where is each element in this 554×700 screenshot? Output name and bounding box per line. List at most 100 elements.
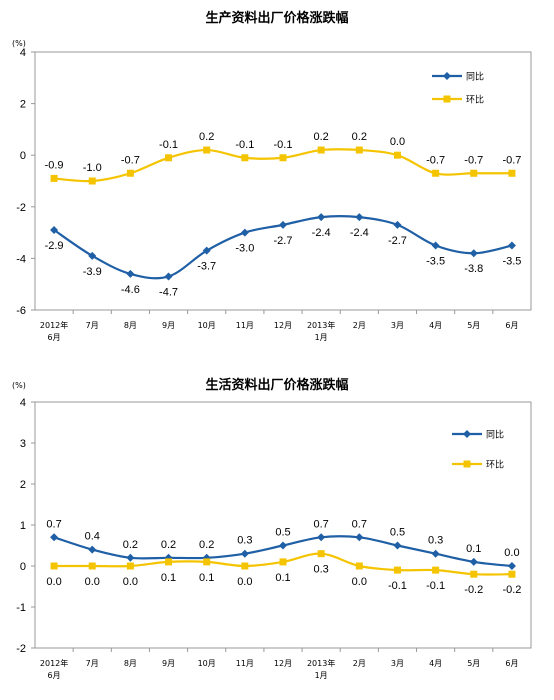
data-point <box>88 562 96 570</box>
legend-label: 环比 <box>486 459 504 471</box>
data-point <box>164 272 173 281</box>
x-tick-label: 7月 <box>86 659 99 668</box>
data-point <box>508 169 516 177</box>
data-label: -0.1 <box>159 139 178 151</box>
data-label: 0.3 <box>428 535 443 547</box>
data-point <box>508 570 516 578</box>
data-point <box>507 241 516 250</box>
data-point <box>240 549 249 558</box>
data-point <box>88 251 97 260</box>
data-label: -0.2 <box>464 584 483 596</box>
plot-frame <box>34 401 532 649</box>
data-label: 0.5 <box>275 527 290 539</box>
data-label: -2.4 <box>312 227 331 239</box>
data-label: 0.1 <box>466 543 481 555</box>
data-point <box>470 169 478 177</box>
data-label: 0.2 <box>199 131 214 143</box>
data-label: -4.7 <box>159 286 178 298</box>
data-label: 0.2 <box>123 539 138 551</box>
x-tick-label: 6月 <box>505 321 518 330</box>
data-point <box>203 146 211 154</box>
x-tick-label: 2013年 1月 <box>307 658 335 680</box>
data-point <box>355 533 364 542</box>
data-label: -0.7 <box>464 154 483 166</box>
data-label: -0.9 <box>45 159 64 171</box>
y-tick-label: 2 <box>20 479 26 491</box>
data-label: -0.2 <box>502 584 521 596</box>
y-tick-label: 4 <box>20 397 26 409</box>
y-tick-label: 2 <box>20 99 26 111</box>
y-tick-label: 3 <box>20 438 26 450</box>
data-point <box>393 541 402 550</box>
data-label: -0.1 <box>274 139 293 151</box>
y-unit-label: (%) <box>12 381 26 390</box>
data-point <box>317 533 326 542</box>
data-point <box>279 558 287 566</box>
data-label: -3.9 <box>83 266 102 278</box>
data-point <box>393 566 401 574</box>
data-point <box>50 562 58 570</box>
data-point <box>126 169 134 177</box>
data-label: 0.0 <box>390 136 405 148</box>
x-tick-label: 10月 <box>198 659 216 668</box>
data-point <box>432 169 440 177</box>
data-label: 0.2 <box>199 539 214 551</box>
y-tick-label: 4 <box>20 47 26 59</box>
data-label: -4.6 <box>121 284 140 296</box>
legend-entry: 环比 <box>432 94 484 106</box>
data-label: -1.0 <box>83 162 102 174</box>
x-tick-label: 3月 <box>391 659 404 668</box>
data-point <box>355 146 363 154</box>
y-tick-label: -4 <box>16 253 26 265</box>
x-tick-label: 12月 <box>274 321 292 330</box>
data-label: -0.7 <box>426 154 445 166</box>
data-point <box>126 562 134 570</box>
x-tick-label: 2月 <box>353 321 366 330</box>
data-label: 0.0 <box>352 576 367 588</box>
x-tick-label: 10月 <box>198 321 216 330</box>
x-tick-label: 4月 <box>429 321 442 330</box>
data-point <box>241 154 249 162</box>
x-tick-label: 12月 <box>274 659 292 668</box>
data-label: -2.9 <box>45 240 64 252</box>
plot-frame <box>34 51 532 311</box>
data-label: 0.0 <box>504 547 519 559</box>
data-point <box>279 220 287 229</box>
data-label: -2.7 <box>274 235 293 247</box>
x-tick-label: 8月 <box>124 321 137 330</box>
chart-1: 生产资料出厂价格涨跌幅 (%) -6 -4 -2 0 2 4 2012年 6月 7月 8月 9月 10月 1… <box>12 10 532 342</box>
data-label: 0.0 <box>237 576 252 588</box>
x-tick-label: 2月 <box>353 659 366 668</box>
data-label: -0.1 <box>426 580 445 592</box>
data-point <box>126 553 135 562</box>
data-label: 0.7 <box>352 518 367 530</box>
data-label: -3.5 <box>502 256 521 268</box>
data-label: 0.4 <box>85 531 100 543</box>
legend-marker <box>463 460 471 468</box>
data-label: 0.2 <box>161 539 176 551</box>
data-label: 0.0 <box>46 576 61 588</box>
data-point <box>393 220 402 229</box>
data-point <box>431 241 440 250</box>
y-tick-label: -2 <box>16 643 26 655</box>
x-tick-label: 2012年 6月 <box>40 320 68 342</box>
data-label: 0.2 <box>314 131 329 143</box>
series-环比: 0.0 0.0 0.0 0.1 0.1 0.0 0.1 0.3 0.0 -0.1 -0.1 -0.2 -… <box>46 550 521 596</box>
legend-label: 同比 <box>466 71 484 83</box>
data-point <box>126 269 135 278</box>
legend-marker <box>463 430 471 438</box>
x-tick-label: 7月 <box>86 321 99 330</box>
data-point <box>469 557 478 566</box>
data-point <box>317 550 325 558</box>
series-同比: 0.7 0.4 0.2 0.2 0.2 0.3 0.5 0.7 0.7 0.5 0.3 0.1 0.0 <box>46 518 520 570</box>
data-point <box>355 562 363 570</box>
data-point <box>50 533 59 542</box>
series-同比: -2.9 -3.9 -4.6 -4.7 -3.7 -3.0 -2.7 -2.4 -2.4 -2.7… <box>45 213 521 298</box>
series-环比: -0.9 -1.0 -0.7 -0.1 0.2 -0.1 -0.1 0.2 0.2 0.0 -0.7… <box>45 131 521 185</box>
x-tick-label: 9月 <box>162 321 175 330</box>
data-label: 0.7 <box>46 518 61 530</box>
data-label: -0.1 <box>388 580 407 592</box>
data-label: 0.1 <box>199 572 214 584</box>
y-tick-label: 0 <box>20 150 26 162</box>
